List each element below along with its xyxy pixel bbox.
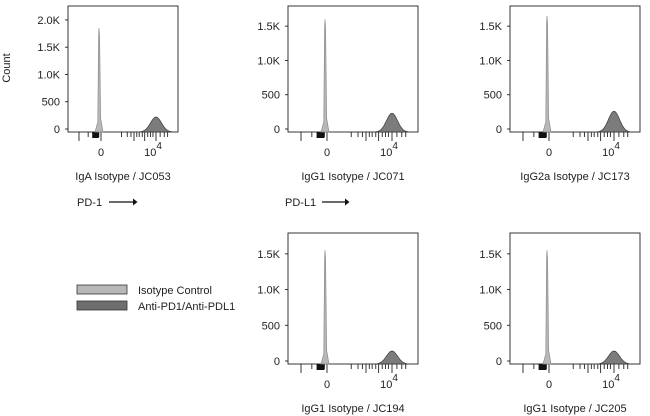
y-tick-label: 0 [274,356,280,368]
x-tick-label-1e4: 104 [380,373,398,391]
y-tick-label: 1.5K [479,249,502,261]
series-anti-pd1-pdl1 [592,350,637,365]
plot-frame [509,5,641,133]
x-tick-label-zero: 0 [546,147,552,159]
x-tick-label-1e4: 104 [602,373,620,391]
y-tick-label: 1.5K [37,42,60,54]
series-isotype-control [320,250,330,365]
y-tick-label: 0 [54,124,60,136]
arrow-right-icon [345,198,350,206]
x-tick-label-1e4: 104 [602,141,620,159]
x-tick-label-zero: 0 [546,379,552,391]
y-tick-label: 500 [484,320,502,332]
y-axis-title: Count [1,53,13,82]
series-isotype-control [94,28,104,133]
x-tick-label-zero: 0 [324,147,330,159]
legend-swatch-isotype [76,284,128,295]
series-anti-pd1-pdl1 [592,110,637,133]
panel-x-label: IgG2a Isotype / JC173 [520,171,629,183]
histogram-panel: 0 500 1.0K 1.5K 2.0K 0 104 IgA Isotype / JC053 [37,5,179,183]
plot-frame [509,232,641,365]
y-tick-label: 1.5K [257,249,280,261]
series-isotype-control [542,15,552,133]
x-tick-label-zero: 0 [98,147,104,159]
y-tick-label: 500 [262,90,280,102]
x-tick-cluster [316,132,325,138]
series-anti-pd1-pdl1 [370,112,415,133]
histogram-panel: 0 500 1.0K 1.5K 0 104 IgG2a Isotype / JC173 [479,5,641,183]
x-tick-label-1e4: 104 [144,141,162,159]
marker-label-pdl1-text: PD-L1 [285,197,316,209]
x-tick-label-zero: 0 [324,379,330,391]
y-tick-label: 1.5K [479,21,502,33]
y-tick-label: 500 [42,97,60,109]
legend-label-isotype: Isotype Control [138,285,212,297]
histogram-panel: 0 500 1.0K 1.5K 0 104 IgG1 Isotype / JC205 [479,232,641,415]
marker-label-pdl1: PD-L1 [285,197,350,209]
x-tick-cluster [92,132,99,138]
series-isotype-control [542,250,552,365]
x-tick-label-1e4: 104 [380,141,398,159]
y-tick-label: 1.0K [257,285,280,297]
y-tick-label: 500 [484,90,502,102]
panel-x-label: IgA Isotype / JC053 [75,171,170,183]
plot-frame [287,5,419,133]
plot-frame [287,232,419,365]
plot-frame [67,5,179,133]
arrow-right-icon [133,198,138,206]
y-tick-label: 1.0K [479,55,502,67]
panel-x-label: IgG1 Isotype / JC205 [523,403,626,415]
series-anti-pd1-pdl1 [134,116,179,133]
legend: Isotype Control Anti-PD1/Anti-PDL1 [76,284,235,313]
legend-swatch-anti [76,300,128,311]
y-tick-label: 1.0K [479,285,502,297]
legend-item-anti: Anti-PD1/Anti-PDL1 [76,300,235,313]
y-tick-label: 0 [496,356,502,368]
histogram-panel: 0 500 1.0K 1.5K 0 104 IgG1 Isotype / JC071 [257,5,419,183]
panel-x-label: IgG1 Isotype / JC071 [301,171,404,183]
y-tick-label: 0 [496,124,502,136]
x-tick-cluster [538,364,547,370]
x-tick-cluster [316,364,325,370]
series-anti-pd1-pdl1 [370,350,415,365]
marker-label-pd1-text: PD-1 [77,197,102,209]
y-tick-label: 1.5K [257,21,280,33]
y-tick-label: 2.0K [37,15,60,27]
y-tick-label: 1.0K [257,55,280,67]
histogram-panel: 0 500 1.0K 1.5K 0 104 IgG1 Isotype / JC194 [257,232,419,415]
y-tick-label: 500 [262,320,280,332]
legend-label-anti: Anti-PD1/Anti-PDL1 [138,301,235,313]
marker-label-pd1: PD-1 [77,197,138,209]
legend-item-isotype: Isotype Control [76,284,212,297]
series-isotype-control [320,19,330,133]
y-tick-label: 0 [274,124,280,136]
x-tick-cluster [538,132,547,138]
y-tick-label: 1.0K [37,69,60,81]
panel-x-label: IgG1 Isotype / JC194 [301,403,404,415]
